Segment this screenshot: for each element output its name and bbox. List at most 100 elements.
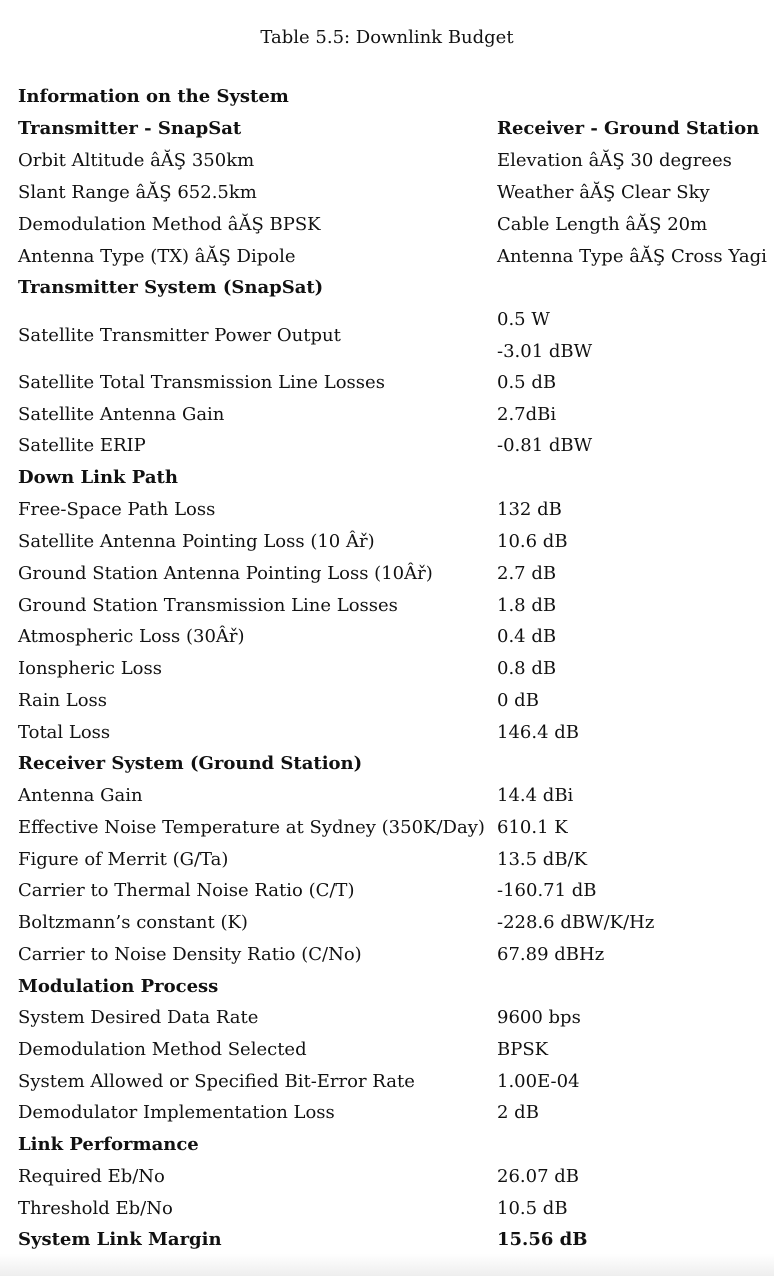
column-headings-row: Transmitter - SnapSat Receiver - Ground … xyxy=(0,113,774,145)
section-heading-performance: Link Performance xyxy=(0,1129,774,1161)
table-row: Atmospheric Loss (30Âř) 0.4 dB xyxy=(0,621,774,653)
cell-value: -228.6 dBW/K/Hz xyxy=(497,912,655,933)
table-row: Rain Loss 0 dB xyxy=(0,685,774,717)
table-row: Threshold Eb/No 10.5 dB xyxy=(0,1193,774,1225)
cell-value: 610.1 K xyxy=(497,817,568,838)
cell-label: Figure of Merrit (G/Ta) xyxy=(18,849,229,870)
cell-label: Ionspheric Loss xyxy=(18,658,162,679)
cell-label: Satellite Antenna Gain xyxy=(18,404,225,425)
table-row: Slant Range âĂŞ 652.5km Weather âĂŞ Clea… xyxy=(0,177,774,209)
cell-value: 1.00E-04 xyxy=(497,1071,580,1092)
cell-label: Effective Noise Temperature at Sydney (3… xyxy=(18,817,485,838)
cell-value: 10.6 dB xyxy=(497,531,568,552)
section-heading-label: Modulation Process xyxy=(18,976,219,997)
cell-label: Required Eb/No xyxy=(18,1166,165,1187)
cell-value: 0.8 dB xyxy=(497,658,557,679)
cell-label: Satellite Antenna Pointing Loss (10 Âř) xyxy=(18,531,375,552)
cell-label: System Allowed or Specified Bit-Error Ra… xyxy=(18,1071,415,1092)
cell-left: Orbit Altitude âĂŞ 350km xyxy=(18,150,255,171)
section-heading-label: Down Link Path xyxy=(18,467,178,488)
table-row: Satellite Total Transmission Line Losses… xyxy=(0,367,774,399)
table-row: Orbit Altitude âĂŞ 350km Elevation âĂŞ 3… xyxy=(0,145,774,177)
table-row: Demodulation Method Selected BPSK xyxy=(0,1034,774,1066)
cell-right: Elevation âĂŞ 30 degrees xyxy=(497,150,732,171)
cell-right: Cable Length âĂŞ 20m xyxy=(497,214,708,235)
section-heading-downlink: Down Link Path xyxy=(0,462,774,494)
cell-value: 0.4 dB xyxy=(497,626,557,647)
cell-label: Satellite ERIP xyxy=(18,435,146,456)
section-heading-label: Link Performance xyxy=(18,1134,199,1155)
table-row-link-margin: System Link Margin 15.56 dB xyxy=(0,1224,774,1256)
cell-value: 132 dB xyxy=(497,499,562,520)
table-row: Required Eb/No 26.07 dB xyxy=(0,1161,774,1193)
table-row: Ionspheric Loss 0.8 dB xyxy=(0,653,774,685)
transmitter-heading: Transmitter - SnapSat xyxy=(18,118,242,139)
cell-value-group: 0.5 W -3.01 dBW xyxy=(497,304,592,368)
cell-right: Weather âĂŞ Clear Sky xyxy=(497,182,710,203)
section-heading-transmitter: Transmitter System (SnapSat) xyxy=(0,272,774,304)
cell-label: Satellite Total Transmission Line Losses xyxy=(18,372,385,393)
table-row: Carrier to Thermal Noise Ratio (C/T) -16… xyxy=(0,875,774,907)
cell-label: Ground Station Antenna Pointing Loss (10… xyxy=(18,563,433,584)
table-row: System Allowed or Specified Bit-Error Ra… xyxy=(0,1066,774,1098)
table-row: Boltzmann’s constant (K) -228.6 dBW/K/Hz xyxy=(0,907,774,939)
section-heading-label: Receiver System (Ground Station) xyxy=(18,753,363,774)
table-row: Total Loss 146.4 dB xyxy=(0,717,774,749)
section-heading-label: Information on the System xyxy=(18,86,289,107)
cell-value: 14.4 dBi xyxy=(497,785,574,806)
power-watts-value: 0.5 W xyxy=(497,309,550,330)
power-dbw-value: -3.01 dBW xyxy=(497,341,593,362)
table-row: Satellite Antenna Pointing Loss (10 Âř) … xyxy=(0,526,774,558)
section-heading-system-info: Information on the System xyxy=(0,81,774,113)
cell-value: 67.89 dBHz xyxy=(497,944,605,965)
cell-value: 1.8 dB xyxy=(497,595,557,616)
cell-label: Threshold Eb/No xyxy=(18,1198,173,1219)
table-row: Satellite ERIP -0.81 dBW xyxy=(0,430,774,462)
cell-value: 9600 bps xyxy=(497,1007,581,1028)
table-row: Demodulation Method âĂŞ BPSK Cable Lengt… xyxy=(0,209,774,241)
cell-label: System Desired Data Rate xyxy=(18,1007,259,1028)
table-row: Antenna Gain 14.4 dBi xyxy=(0,780,774,812)
cell-value: 13.5 dB/K xyxy=(497,849,588,870)
table-row: Carrier to Noise Density Ratio (C/No) 67… xyxy=(0,939,774,971)
table-row: System Desired Data Rate 9600 bps xyxy=(0,1002,774,1034)
table-row: Figure of Merrit (G/Ta) 13.5 dB/K xyxy=(0,844,774,876)
cell-value: 2.7 dB xyxy=(497,563,557,584)
cell-label: Antenna Gain xyxy=(18,785,143,806)
receiver-heading: Receiver - Ground Station xyxy=(497,118,760,139)
cell-value: 146.4 dB xyxy=(497,722,580,743)
cell-label: Boltzmann’s constant (K) xyxy=(18,912,248,933)
cell-value: 2 dB xyxy=(497,1102,539,1123)
cell-value: -160.71 dB xyxy=(497,880,597,901)
cell-label: Demodulation Method Selected xyxy=(18,1039,307,1060)
section-heading-modulation: Modulation Process xyxy=(0,971,774,1003)
cell-label: Rain Loss xyxy=(18,690,108,711)
link-margin-value: 15.56 dB xyxy=(497,1229,588,1250)
cell-right: Antenna Type âĂŞ Cross Yagi xyxy=(497,246,767,267)
section-heading-receiver: Receiver System (Ground Station) xyxy=(0,748,774,780)
cell-label: Satellite Transmitter Power Output xyxy=(18,325,341,346)
cell-label: Free-Space Path Loss xyxy=(18,499,216,520)
section-heading-label: Transmitter System (SnapSat) xyxy=(18,277,324,298)
table-row: Ground Station Antenna Pointing Loss (10… xyxy=(0,558,774,590)
cell-left: Antenna Type (TX) âĂŞ Dipole xyxy=(18,246,296,267)
page-bottom-shadow xyxy=(0,1254,774,1276)
link-margin-label: System Link Margin xyxy=(18,1229,222,1250)
cell-value: -0.81 dBW xyxy=(497,435,593,456)
table-row: Antenna Type (TX) âĂŞ Dipole Antenna Typ… xyxy=(0,241,774,273)
cell-label: Ground Station Transmission Line Losses xyxy=(18,595,398,616)
cell-value: 2.7dBi xyxy=(497,404,557,425)
table-row: Effective Noise Temperature at Sydney (3… xyxy=(0,812,774,844)
cell-label: Total Loss xyxy=(18,722,111,743)
cell-label: Carrier to Noise Density Ratio (C/No) xyxy=(18,944,362,965)
cell-label: Atmospheric Loss (30Âř) xyxy=(18,626,245,647)
table-row-power-output: Satellite Transmitter Power Output 0.5 W… xyxy=(0,304,774,368)
table-row: Satellite Antenna Gain 2.7dBi xyxy=(0,399,774,431)
cell-label: Carrier to Thermal Noise Ratio (C/T) xyxy=(18,880,355,901)
cell-value: BPSK xyxy=(497,1039,549,1060)
cell-left: Demodulation Method âĂŞ BPSK xyxy=(18,214,321,235)
table-caption: Table 5.5: Downlink Budget xyxy=(260,27,514,48)
table-row: Free-Space Path Loss 132 dB xyxy=(0,494,774,526)
cell-value: 26.07 dB xyxy=(497,1166,580,1187)
cell-label: Demodulator Implementation Loss xyxy=(18,1102,335,1123)
